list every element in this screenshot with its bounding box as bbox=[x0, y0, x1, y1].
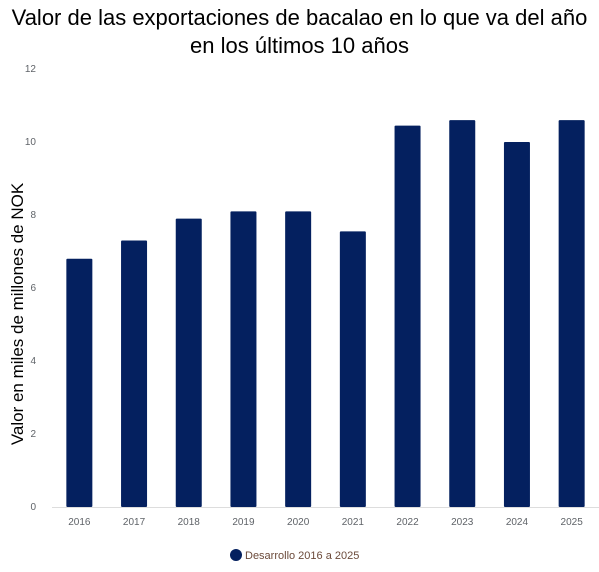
x-tick-label: 2024 bbox=[506, 517, 529, 528]
x-tick-label: 2023 bbox=[451, 517, 474, 528]
x-tick-label: 2025 bbox=[561, 517, 584, 528]
x-tick-label: 2017 bbox=[123, 517, 146, 528]
bar-2016 bbox=[66, 258, 93, 507]
bar-2022 bbox=[394, 125, 421, 507]
x-tick-label: 2016 bbox=[68, 517, 91, 528]
y-tick-label: 12 bbox=[25, 64, 37, 75]
legend: Desarrollo 2016 a 2025 bbox=[230, 549, 359, 562]
x-axis-ticks: 2016 2017 2018 2019 2020 2021 2022 2023 2024 2025 bbox=[68, 517, 583, 528]
y-tick-label: 0 bbox=[30, 502, 36, 513]
x-tick-label: 2021 bbox=[342, 517, 365, 528]
bar-2017 bbox=[121, 240, 148, 508]
bar-2020 bbox=[285, 211, 312, 507]
bars bbox=[66, 120, 585, 508]
bar-2025 bbox=[558, 120, 585, 507]
bar-2024 bbox=[503, 142, 530, 507]
y-tick-label: 4 bbox=[30, 356, 36, 367]
legend-marker bbox=[230, 549, 242, 561]
x-tick-label: 2020 bbox=[287, 517, 310, 528]
y-tick-label: 10 bbox=[25, 137, 37, 148]
bar-2023 bbox=[449, 120, 476, 507]
chart-title: Valor de las exportaciones de bacalao en… bbox=[11, 5, 588, 58]
x-tick-label: 2019 bbox=[232, 517, 255, 528]
legend-label: Desarrollo 2016 a 2025 bbox=[245, 550, 359, 562]
y-tick-label: 2 bbox=[30, 429, 36, 440]
bar-2021 bbox=[339, 231, 366, 508]
bar-2018 bbox=[175, 218, 202, 507]
y-axis-label: Valor en miles de millones de NOK bbox=[8, 182, 27, 445]
bar-2019 bbox=[230, 211, 257, 507]
y-tick-label: 8 bbox=[30, 210, 36, 221]
y-tick-label: 6 bbox=[30, 283, 36, 294]
x-tick-label: 2022 bbox=[396, 517, 419, 528]
x-tick-label: 2018 bbox=[178, 517, 201, 528]
y-axis-ticks: 0 2 4 6 8 10 12 bbox=[25, 64, 37, 513]
